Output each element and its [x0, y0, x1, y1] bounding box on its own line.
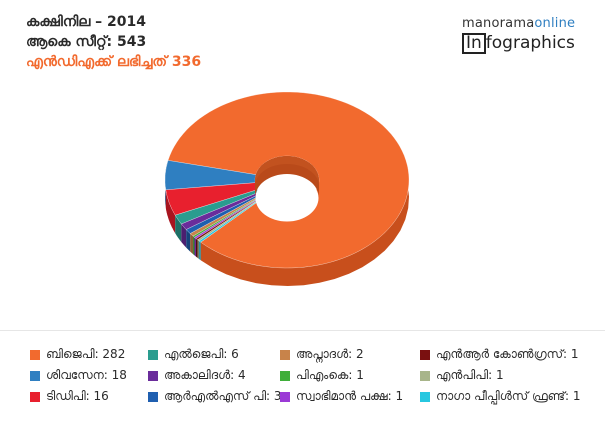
legend-swatch: [420, 391, 430, 402]
slice-side-11: [199, 241, 201, 261]
slice-side-4: [181, 224, 187, 248]
legend-label: എൻആർ കോൺഗ്രസ്: 1: [436, 347, 579, 361]
legend-row: ടിഡിപി: 16 ആർഎൽഎസ് പി: 3 സ്വാഭിമാൻ പക്ഷ: 1…: [30, 386, 590, 407]
legend-row: ശിവസേന: 18 അകാലിദൾ: 4 പിഎംകെ: 1 എൻപിപി: 1: [30, 365, 590, 386]
donut-sides: [165, 92, 409, 286]
legend-swatch: [30, 349, 40, 360]
legend-item: ടിഡിപി: 16: [30, 389, 148, 404]
brand-top: manoramaonline: [462, 16, 575, 31]
legend-label: ബിജെപി: 282: [46, 347, 126, 361]
legend-item: ശിവസേന: 18: [30, 368, 148, 383]
slice-side-2: [165, 189, 176, 234]
legend-label: എൽജെപി: 6: [164, 347, 239, 361]
legend-item: പിഎംകെ: 1: [280, 368, 420, 383]
legend-label: ആർഎൽഎസ് പി: 3: [164, 389, 282, 403]
brand-bottom: In fographics: [462, 33, 575, 54]
divider: [0, 330, 605, 331]
legend-item: എൻപിപി: 1: [420, 368, 590, 383]
brand-logo: manoramaonline In fographics: [462, 16, 575, 54]
brand-bottom-b: fographics: [485, 33, 575, 53]
legend-label: ടിഡിപി: 16: [46, 389, 109, 403]
slice-side-7: [193, 236, 195, 256]
slice-side-8: [194, 237, 196, 257]
legend: ബിജെപി: 282 എൽജെപി: 6 അപ്നാദൾ: 2 എൻആർ കോൺഗ്…: [30, 344, 590, 407]
legend-swatch: [30, 391, 40, 402]
legend-label: സ്വാഭിമാൻ പക്ഷ: 1: [296, 389, 404, 403]
legend-item: ആർഎൽഎസ് പി: 3: [148, 389, 282, 404]
legend-swatch: [420, 349, 430, 360]
legend-label: ശിവസേന: 18: [46, 368, 127, 382]
legend-swatch: [30, 370, 40, 381]
donut-chart-svg: [164, 91, 410, 286]
legend-label: അപ്നാദൾ: 2: [296, 347, 364, 361]
legend-swatch: [148, 349, 158, 360]
chart-title: കക്ഷിനില – 2014: [26, 14, 147, 30]
legend-item: ബിജെപി: 282: [30, 347, 148, 362]
legend-item: അപ്നാദൾ: 2: [280, 347, 420, 362]
legend-item: നാഗാ പീപ്പിൾസ് ഫ്രണ്ട്: 1: [420, 389, 590, 404]
legend-item: സ്വാഭിമാൻ പക്ഷ: 1: [280, 389, 420, 404]
legend-swatch: [148, 391, 158, 402]
legend-item: എൻആർ കോൺഗ്രസ്: 1: [420, 347, 590, 362]
legend-item: എൽജെപി: 6: [148, 347, 280, 362]
brand-bottom-a: In: [462, 33, 486, 54]
legend-label: നാഗാ പീപ്പിൾസ് ഫ്രണ്ട്: 1: [436, 389, 581, 403]
legend-label: എൻപിപി: 1: [436, 368, 504, 382]
brand-top-a: manorama: [462, 16, 535, 31]
legend-swatch: [420, 370, 430, 381]
legend-swatch: [280, 391, 290, 402]
legend-row: ബിജെപി: 282 എൽജെപി: 6 അപ്നാദൾ: 2 എൻആർ കോൺഗ്…: [30, 344, 590, 365]
total-seats: ആകെ സീറ്റ്: 543: [26, 34, 147, 50]
legend-swatch: [148, 370, 158, 381]
legend-label: അകാലിദൾ: 4: [164, 368, 246, 382]
title-block: കക്ഷിനില – 2014 ആകെ സീറ്റ്: 543 എൻഡിഎക്ക…: [26, 12, 201, 72]
legend-item: അകാലിദൾ: 4: [148, 368, 280, 383]
slice-side-3: [175, 215, 182, 242]
hole-bottom: [255, 174, 319, 222]
slice-side-5: [186, 229, 191, 252]
legend-label: പിഎംകെ: 1: [296, 368, 364, 382]
legend-swatch: [280, 370, 290, 381]
brand-top-b: online: [534, 16, 576, 31]
legend-swatch: [280, 349, 290, 360]
nda-seats: എൻഡിഎക്ക് ലഭിച്ചത് 336: [26, 54, 202, 70]
hole-wall-back: [255, 156, 319, 186]
donut-top: [164, 91, 410, 269]
slice-side-6: [190, 233, 194, 255]
slice-side-10: [197, 239, 200, 260]
slice-side-9: [196, 238, 198, 258]
donut-chart: [0, 80, 605, 325]
